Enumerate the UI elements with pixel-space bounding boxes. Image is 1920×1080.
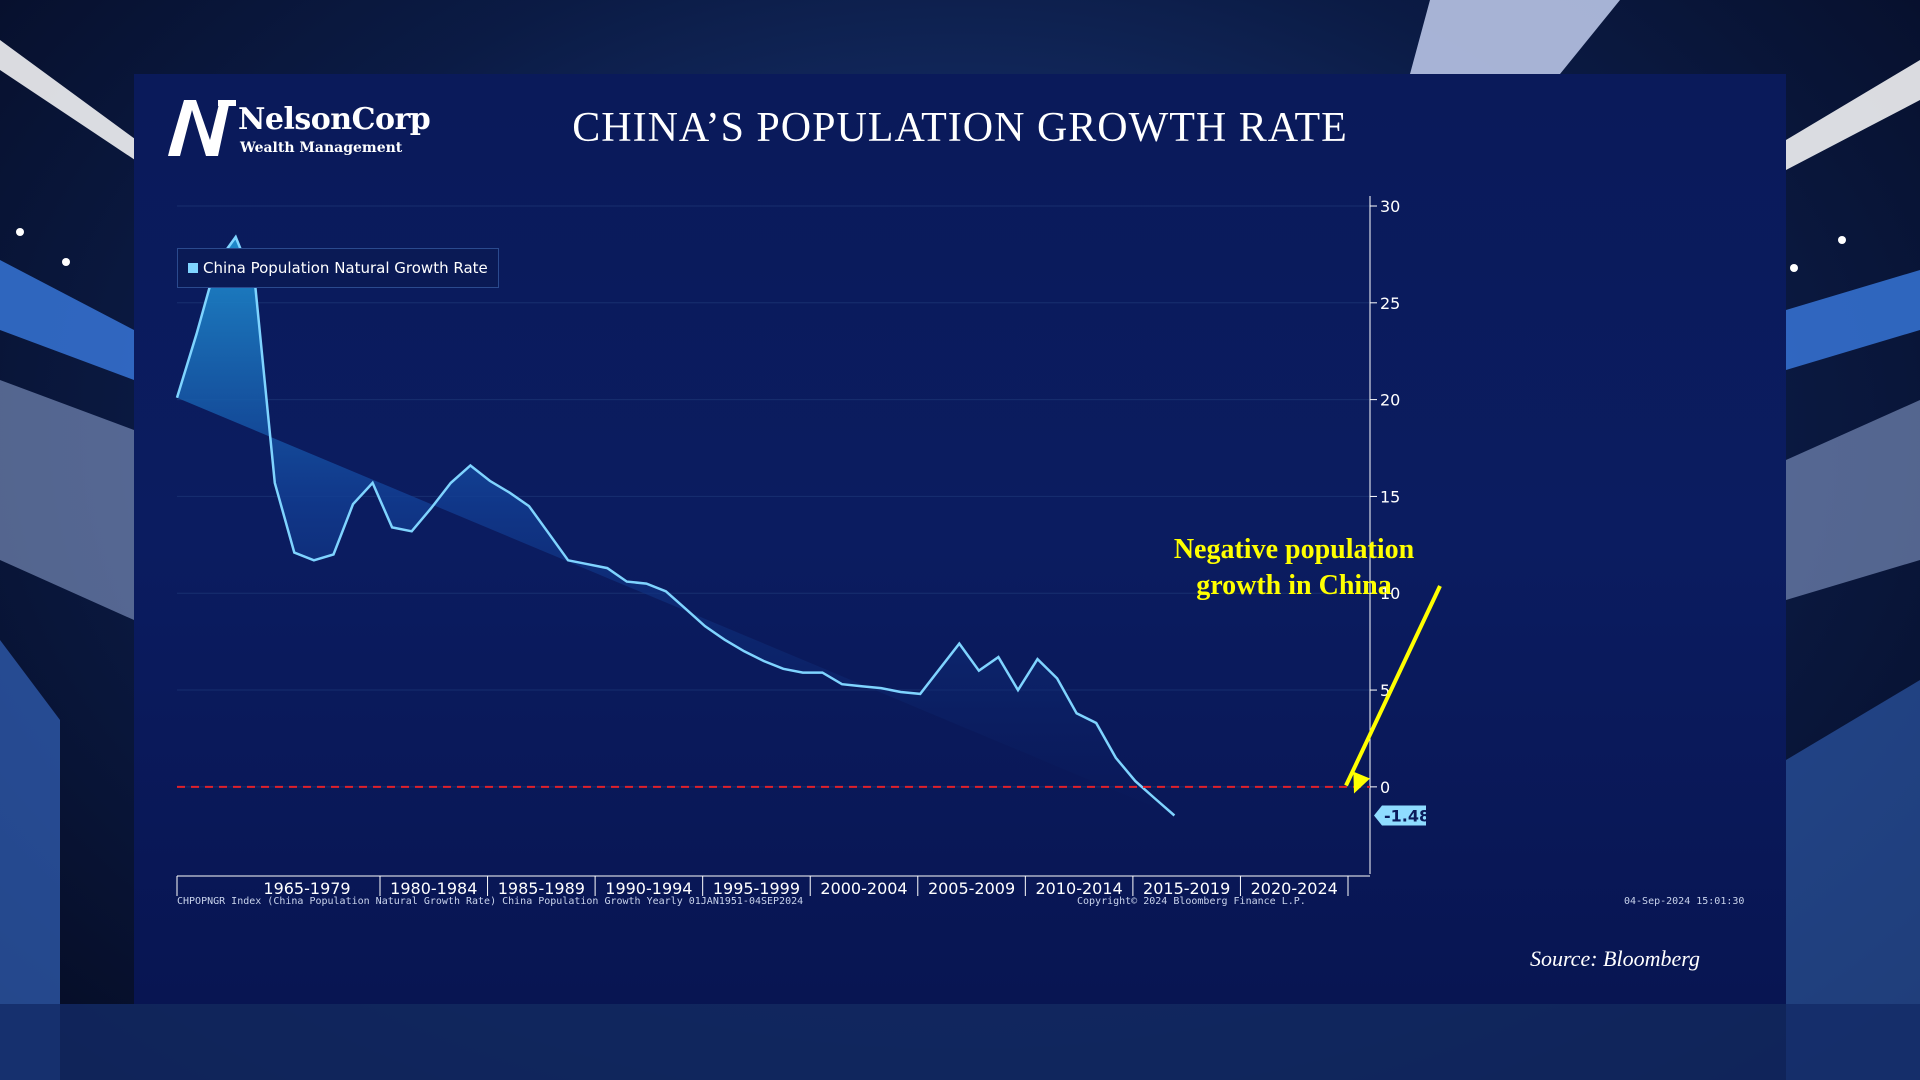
annotation-arrow-shaft <box>1344 585 1442 787</box>
source-credit: Source: Bloomberg <box>1529 946 1700 971</box>
footer-timestamp: 04-Sep-2024 15:01:30 <box>1624 896 1745 907</box>
brand-logo: NelsonCorp Wealth Management <box>166 96 431 166</box>
nelsoncorp-logo-icon <box>168 100 236 156</box>
last-value-badge <box>1374 805 1426 826</box>
x-tick-label: 1990-1994 <box>605 879 692 898</box>
footer-index-text: CHPOPNGR Index (China Population Natural… <box>177 896 804 907</box>
series-line <box>175 234 1176 817</box>
brand-subtitle: Wealth Management <box>240 140 403 156</box>
y-tick-label: 10 <box>1380 584 1400 603</box>
line-chart: 30 25 20 15 10 5 0 -1.48 1965-1979 1980-1984 1985-… <box>175 196 1442 898</box>
annotation-arrow-head <box>1353 771 1370 794</box>
x-tick-label: 2010-2014 <box>1036 879 1123 898</box>
chart-panel: NelsonCorp Wealth Management CHINA’S POP… <box>134 74 1786 1004</box>
x-tick-label: 2005-2009 <box>928 879 1015 898</box>
y-tick-label: 15 <box>1380 487 1400 506</box>
y-tick-label: 20 <box>1380 391 1400 410</box>
y-tick-label: 25 <box>1380 294 1400 313</box>
y-tick-label: 5 <box>1380 681 1390 700</box>
x-tick-label: 1980-1984 <box>390 879 477 898</box>
series-area <box>177 237 1175 816</box>
x-tick-label: 1985-1989 <box>498 879 585 898</box>
x-tick-label: 2000-2004 <box>820 879 907 898</box>
y-tick-label: 30 <box>1380 197 1400 216</box>
x-tick-label: 1965-1979 <box>263 879 350 898</box>
x-tick-label: 2020-2024 <box>1251 879 1338 898</box>
annotation-line-2: growth in China <box>1196 570 1392 601</box>
x-tick-label: 1995-1999 <box>713 879 800 898</box>
legend-label: China Population Natural Growth Rate <box>203 259 488 277</box>
footer-copyright: Copyright© 2024 Bloomberg Finance L.P. <box>1077 896 1306 907</box>
y-tick-label: 0 <box>1380 778 1390 797</box>
annotation-line-1: Negative population <box>1173 534 1415 565</box>
annotation-text: Negative population growth in China <box>1144 532 1444 604</box>
brand-name: NelsonCorp <box>238 102 431 137</box>
x-tick-label: 2015-2019 <box>1143 879 1230 898</box>
page-title: CHINA’S POPULATION GROWTH RATE <box>572 105 1348 151</box>
last-value-label: -1.48 <box>1384 807 1430 826</box>
chart-legend: China Population Natural Growth Rate <box>177 248 499 288</box>
legend-swatch <box>188 263 198 273</box>
